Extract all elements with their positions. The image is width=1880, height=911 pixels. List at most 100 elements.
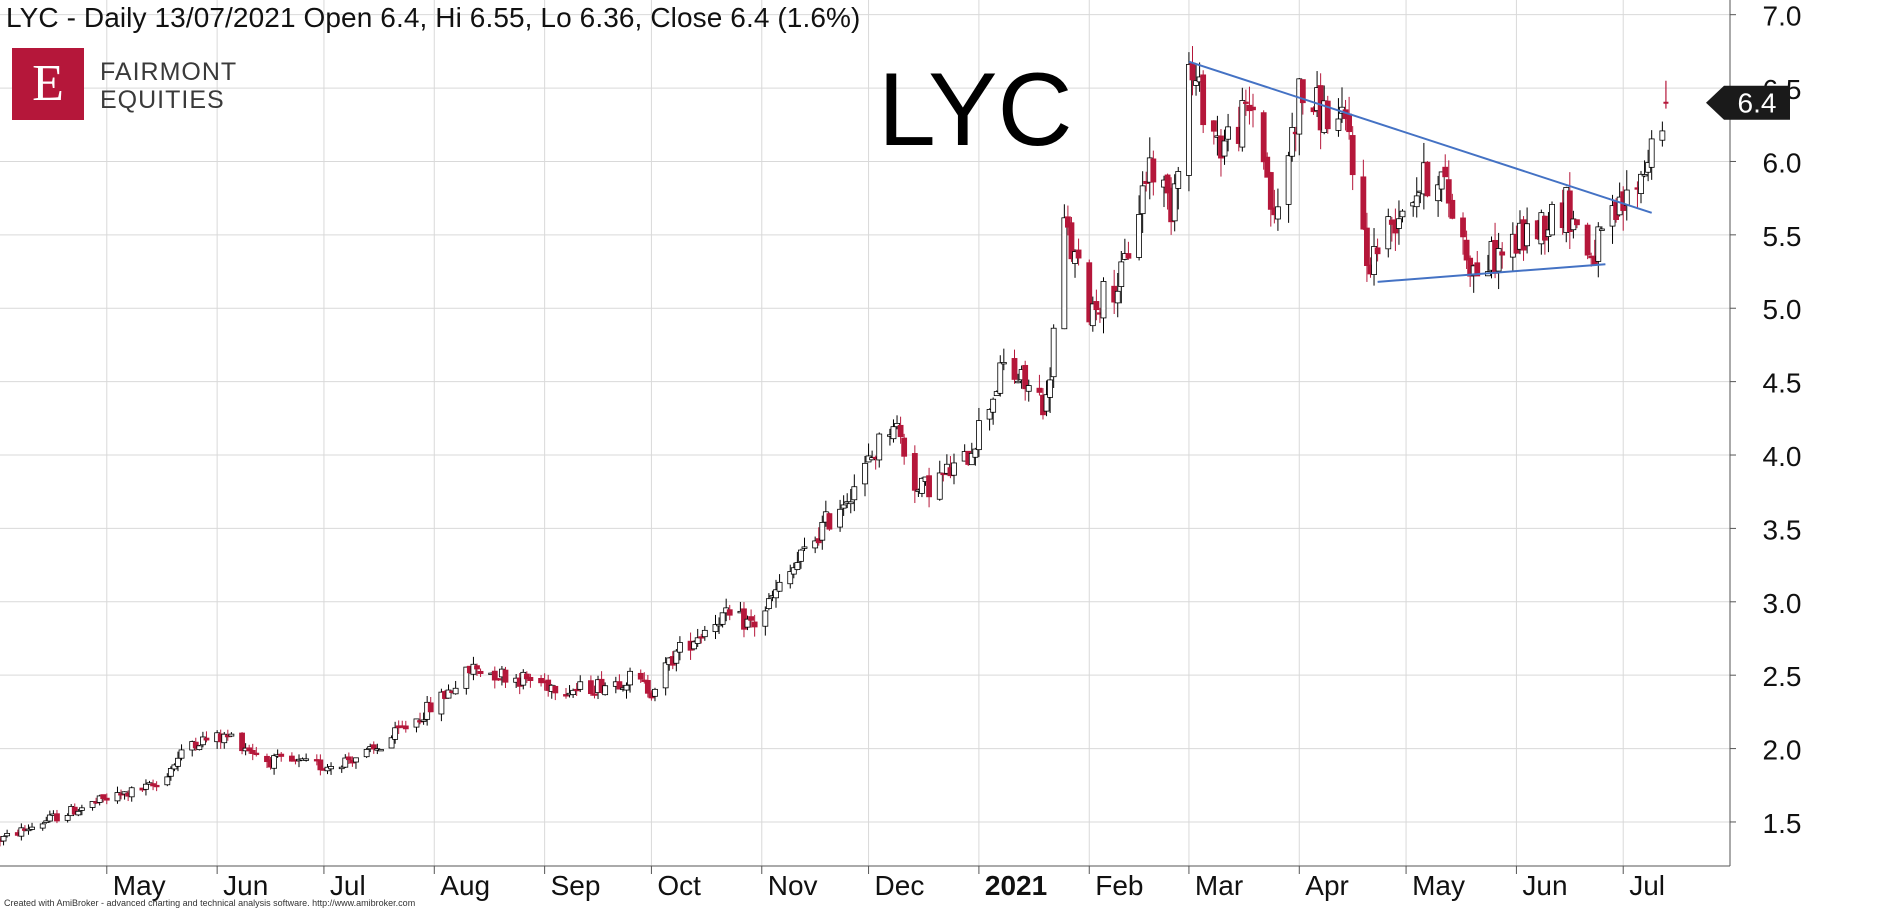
candle-down (815, 538, 822, 544)
candle-up (1225, 126, 1231, 140)
x-tick-label: Mar (1195, 870, 1243, 901)
candle-down (591, 693, 598, 696)
candle-up (342, 757, 349, 768)
y-tick-label: 1.5 (1763, 808, 1802, 839)
candle-up (0, 836, 7, 842)
candle-up (388, 737, 395, 749)
candle-down (637, 672, 644, 680)
chart-header: LYC - Daily 13/07/2021 Open 6.4, Hi 6.55… (6, 2, 861, 33)
candle-up (570, 689, 577, 695)
candle-down (1260, 112, 1267, 163)
candle-down (491, 670, 498, 681)
candle-up (114, 792, 121, 802)
x-tick-label: Feb (1095, 870, 1143, 901)
candle-up (976, 420, 982, 451)
candle-up (1186, 64, 1192, 176)
candle-up (951, 462, 957, 476)
candle-up (39, 823, 46, 829)
candle-down (1460, 217, 1466, 238)
candle-up (1047, 379, 1054, 398)
gridlines (0, 0, 1730, 866)
candle-down (588, 680, 594, 695)
candle-up (1285, 155, 1292, 205)
candle-down (826, 513, 833, 530)
candle-up (1435, 184, 1442, 202)
candle-down (1574, 219, 1580, 226)
candle-up (1221, 140, 1228, 157)
candle-up (691, 641, 698, 650)
candle-down (345, 756, 352, 761)
candle-down (1036, 387, 1043, 393)
candlesticks (0, 46, 1669, 847)
y-tick-label: 7.0 (1763, 1, 1802, 32)
ticker-label: LYC (878, 52, 1073, 168)
x-tick-label: Jun (1522, 870, 1567, 901)
candle-down (523, 673, 530, 680)
candle-up (164, 776, 171, 786)
y-tick-label: 3.5 (1763, 514, 1802, 545)
candle-down (153, 784, 160, 788)
candle-down (1324, 100, 1331, 130)
candle-down (1264, 156, 1271, 178)
candle-down (1125, 253, 1132, 259)
candle-up (652, 688, 658, 697)
candle-up (716, 623, 722, 627)
candle-down (1346, 113, 1353, 133)
candle-up (773, 589, 779, 599)
candle-down (1541, 215, 1548, 241)
candle-up (1289, 127, 1296, 157)
candle-up (1595, 226, 1602, 262)
candle-down (1299, 79, 1306, 104)
candle-down (1242, 101, 1249, 104)
candle-up (438, 691, 445, 715)
candle-down (1499, 251, 1506, 256)
candle-up (812, 540, 819, 549)
candle-down (1200, 74, 1207, 126)
last-price-marker: 6.4 (1706, 85, 1790, 120)
candle-down (1150, 158, 1157, 183)
candle-up (847, 501, 854, 505)
candle-down (54, 813, 60, 822)
candle-up (46, 814, 53, 822)
x-tick-label: May (113, 870, 166, 901)
trendline-lower (1377, 263, 1606, 283)
candle-up (765, 598, 772, 610)
candle-up (18, 827, 25, 837)
candle-down (698, 636, 705, 639)
candle-up (1371, 246, 1377, 275)
candle-up (1025, 385, 1032, 392)
x-tick-label: Jul (1629, 870, 1665, 901)
candle-up (1089, 303, 1096, 327)
candle-up (445, 689, 452, 699)
candle-up (221, 733, 228, 744)
candle-down (1445, 179, 1452, 204)
candle-up (840, 504, 847, 509)
candle-down (1442, 166, 1449, 178)
candle-up (196, 745, 203, 751)
candle-up (43, 820, 50, 823)
candle-up (1275, 206, 1281, 220)
candle-up (1438, 171, 1445, 190)
x-tick-label: Oct (657, 870, 701, 901)
candle-up (1239, 100, 1246, 148)
candle-down (751, 621, 758, 628)
candle-up (862, 462, 868, 485)
fairmont-logo: E FAIRMONT EQUITIES (12, 48, 236, 120)
candle-up (794, 562, 801, 570)
candle-down (1424, 161, 1431, 197)
candle-down (616, 681, 623, 690)
candle-up (175, 757, 181, 767)
candle-down (901, 437, 908, 457)
candle-down (1075, 249, 1082, 259)
candle-up (1015, 380, 1021, 384)
candle-up (676, 642, 683, 653)
candle-down (1267, 172, 1274, 210)
candle-down (897, 424, 904, 438)
candle-up (1549, 203, 1555, 236)
candle-up (167, 768, 174, 777)
candle-up (577, 681, 584, 690)
last-price-badge (1706, 85, 1790, 120)
footer-credit: Created with AmiBroker - advanced charti… (4, 898, 416, 908)
candle-up (271, 755, 277, 769)
candle-up (694, 637, 701, 644)
